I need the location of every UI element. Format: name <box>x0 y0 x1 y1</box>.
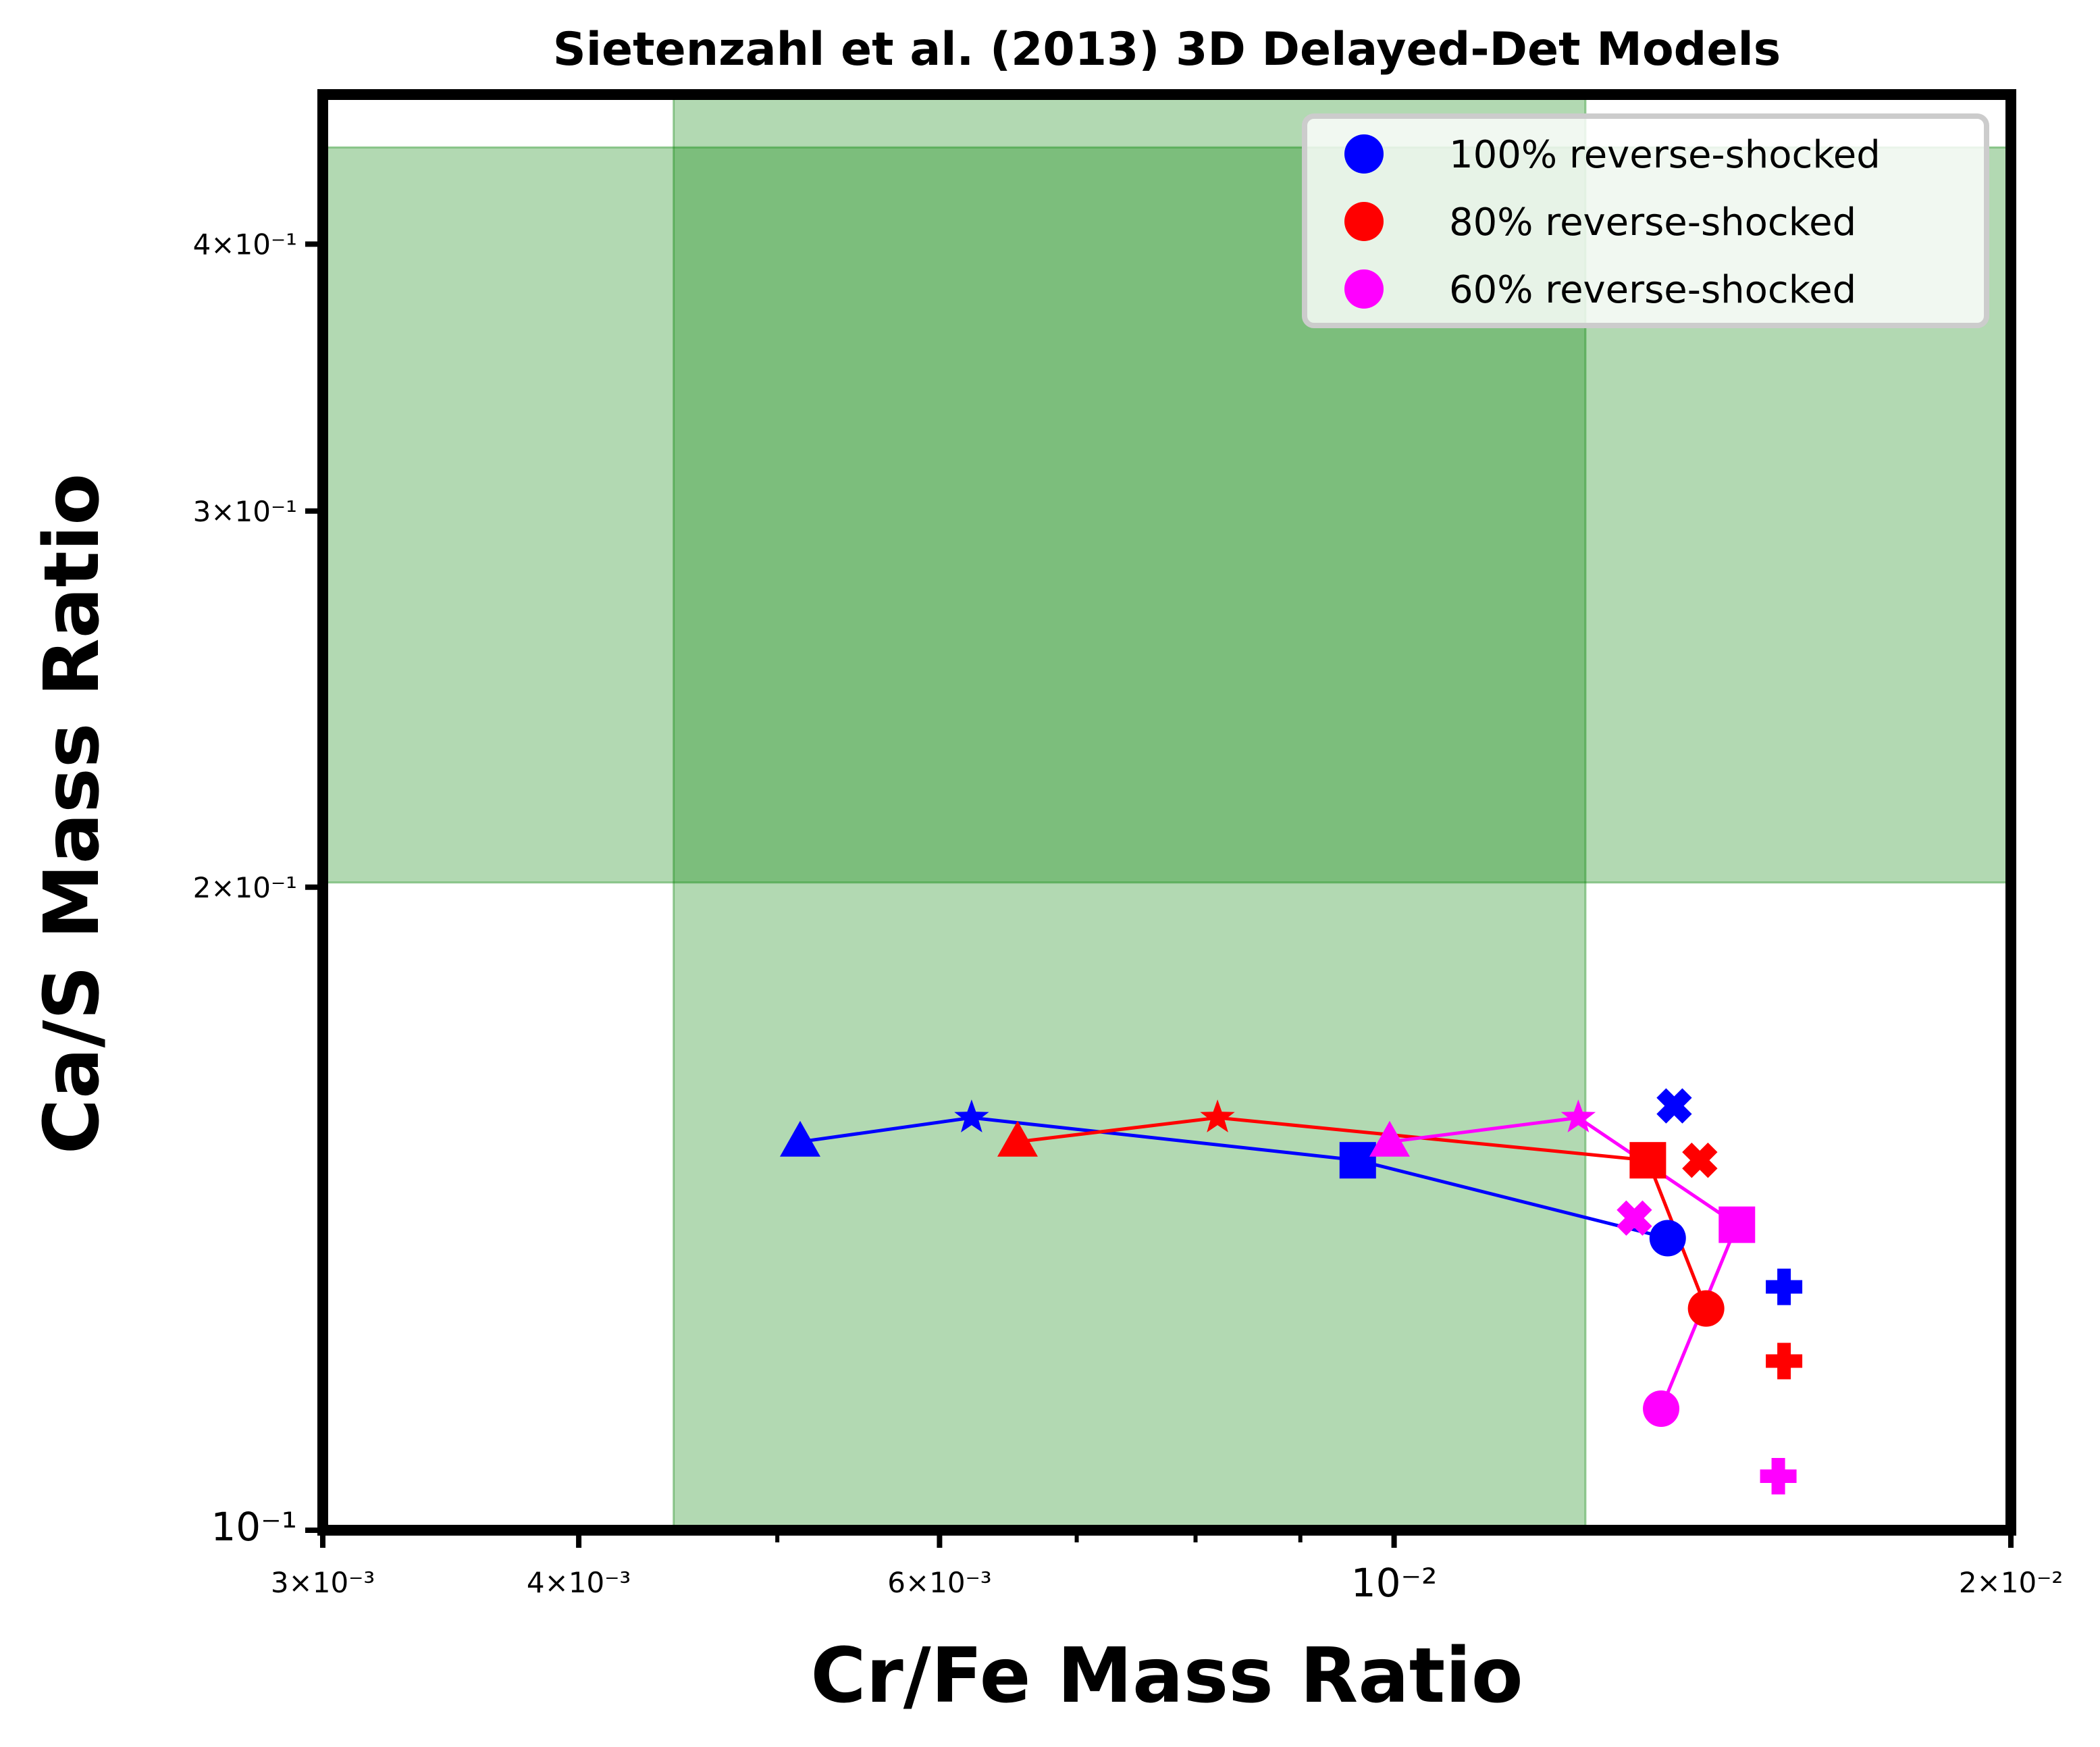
x-tick-label: 2×10⁻² <box>1959 1566 2063 1599</box>
triangle-marker <box>1369 1120 1410 1157</box>
plus-marker <box>1760 1457 1797 1494</box>
plus-marker <box>1766 1342 1803 1380</box>
square-marker <box>1629 1142 1666 1179</box>
circle-marker <box>1687 1290 1725 1327</box>
legend-box <box>1302 113 1989 328</box>
x-tick-label: 10⁻² <box>1351 1560 1438 1606</box>
x-marker <box>1617 1200 1652 1236</box>
y-tick-label: 4×10⁻¹ <box>193 228 297 261</box>
plot-frame <box>317 89 2016 1536</box>
legend-marker <box>1344 134 1384 174</box>
triangle-marker <box>779 1120 820 1157</box>
circle-marker <box>1649 1220 1686 1257</box>
legend-label: 80% reverse-shocked <box>1449 201 1856 244</box>
legend-marker <box>1344 202 1384 241</box>
band-vertical <box>673 93 1587 1532</box>
y-tick-label: 2×10⁻¹ <box>193 871 297 904</box>
x-marker <box>1656 1088 1692 1124</box>
legend-label: 100% reverse-shocked <box>1449 133 1881 177</box>
y-tick-label: 3×10⁻¹ <box>193 495 297 528</box>
legend: 100% reverse-shocked 80% reverse-shocked 6… <box>1302 113 1989 328</box>
x-tick-label: 4×10⁻³ <box>527 1566 631 1599</box>
x-marker <box>1682 1143 1718 1178</box>
series-line-1 <box>799 1116 1669 1240</box>
y-axis-label: Ca/S Mass Ratio <box>28 473 116 1154</box>
ticks-layer: 3×10⁻³ 4×10⁻³ 6×10⁻³ 10⁻² 2×10⁻² 10⁻¹ 2×10⁻¹ 3×… <box>193 228 2064 1606</box>
y-tick-label: 10⁻¹ <box>211 1504 297 1550</box>
legend-label: 60% reverse-shocked <box>1449 268 1856 312</box>
star-marker <box>1560 1099 1596 1132</box>
square-marker <box>1718 1206 1756 1243</box>
plus-marker <box>1766 1268 1803 1305</box>
circle-marker <box>1643 1390 1680 1427</box>
x-tick-label: 6×10⁻³ <box>887 1566 991 1599</box>
triangle-marker <box>997 1120 1038 1157</box>
star-marker <box>954 1099 989 1132</box>
star-marker <box>1200 1099 1235 1132</box>
chart-title: Sietenzahl et al. (2013) 3D Delayed-Det … <box>553 23 1781 76</box>
x-tick-label: 3×10⁻³ <box>271 1566 375 1599</box>
x-axis-label: Cr/Fe Mass Ratio <box>810 1632 1523 1720</box>
markers-layer <box>779 1088 1803 1494</box>
square-marker <box>1339 1142 1376 1179</box>
legend-marker <box>1344 269 1384 309</box>
